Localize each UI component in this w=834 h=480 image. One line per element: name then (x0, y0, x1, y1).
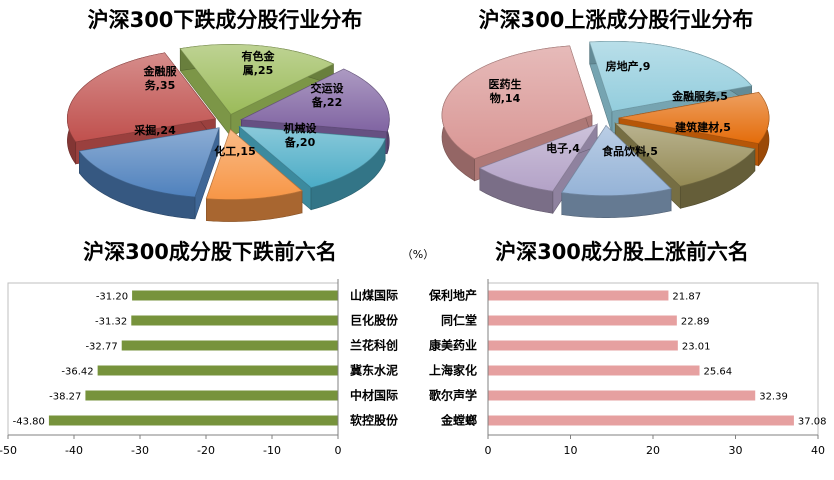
bar0-value-0: -31.20 (96, 292, 128, 303)
bar0-tick-4: -10 (263, 444, 281, 457)
bar1-tick-1: 10 (564, 444, 578, 457)
bar0-bar-0 (132, 290, 338, 301)
pie0-label-3: 化工,15 (214, 144, 256, 158)
pie0-label-2: 机械设备,20 (284, 121, 318, 149)
bar1-value-2: 23.01 (682, 342, 711, 353)
bar1-bar-4 (488, 390, 756, 401)
bar0-tick-2: -30 (131, 444, 149, 457)
bar1-bar-1 (488, 315, 677, 326)
bar1-tick-2: 20 (646, 444, 660, 457)
pie-left: 有色金属,25 交运设备,22 机械设备,20 化工,15 采掘,24 金融服务,35 (66, 44, 390, 222)
bar0-tick-0: -50 (0, 444, 17, 457)
bar0-category-0: 山煤国际 (350, 288, 398, 303)
pie1-label-5: 医药生物,14 (489, 77, 522, 105)
bar-right-title: 沪深300成分股上涨前六名 (495, 240, 749, 264)
bar0-category-4: 中材国际 (350, 388, 398, 403)
bar0-category-5: 软控股份 (350, 413, 399, 428)
pie0-slice-4 (78, 127, 220, 220)
bar0-category-3: 冀东水泥 (350, 363, 398, 378)
pie-left-title: 沪深300下跌成分股行业分布 (88, 8, 363, 32)
bar1-category-1: 同仁堂 (441, 313, 477, 328)
bar0-bar-2 (121, 340, 338, 351)
pie1-label-2: 建筑建材,5 (675, 120, 731, 134)
bar-left-title: 沪深300成分股下跌前六名 (83, 240, 337, 264)
pie1-slice-3 (561, 124, 672, 218)
pie1-label-1: 金融服务,5 (671, 89, 728, 103)
bar1-bar-3 (488, 365, 700, 376)
bar0-bar-1 (131, 315, 338, 326)
pie-right-title: 沪深300上涨成分股行业分布 (479, 8, 754, 32)
pie1-slice-2 (614, 122, 756, 210)
pie0-label-5: 金融服务,35 (143, 64, 178, 92)
bar1-bar-2 (488, 340, 678, 351)
pie1-label-0: 房地产,9 (606, 59, 651, 73)
bar1-value-3: 25.64 (704, 367, 733, 378)
bar0-bar-3 (97, 365, 339, 376)
bar0-value-4: -38.27 (49, 392, 81, 403)
bar0-category-2: 兰花科创 (350, 338, 398, 353)
bar1-category-5: 金螳螂 (440, 413, 477, 428)
bar0-value-1: -31.32 (95, 317, 127, 328)
bar1-category-0: 保利地产 (428, 288, 477, 303)
bar1-tick-0: 0 (485, 444, 492, 457)
bar1-tick-3: 30 (729, 444, 743, 457)
pie1-slice-1 (618, 91, 770, 167)
bar0-tick-3: -20 (197, 444, 215, 457)
bar1-category-4: 歌尔声学 (429, 388, 477, 403)
bar1-tick-4: 40 (811, 444, 825, 457)
pie1-label-3: 食品饮料,5 (602, 144, 658, 158)
bar1-value-5: 37.08 (798, 417, 827, 428)
unit-label: （%） (402, 248, 434, 261)
bar1-value-1: 22.89 (681, 317, 710, 328)
pie1-label-4: 电子,4 (546, 141, 580, 155)
plot-area-right (487, 282, 819, 436)
bar0-category-1: 巨化股份 (350, 313, 399, 328)
bar0-bar-5 (48, 415, 339, 426)
bar0-value-5: -43.80 (13, 417, 45, 428)
bar0-bar-4 (85, 390, 338, 401)
bar1-value-0: 21.87 (672, 292, 701, 303)
pie0-label-4: 采掘,24 (133, 123, 176, 137)
bar0-tick-5: 0 (335, 444, 342, 457)
bar1-category-2: 康美药业 (429, 338, 477, 353)
pie0-label-1: 交运设备,22 (311, 81, 345, 109)
pie0-slice-3 (205, 128, 303, 222)
bar1-value-4: 32.39 (759, 392, 788, 403)
bar-left: -31.20 山煤国际 -31.32 巨化股份 -32.77 兰花科创 -36.42 冀东水泥… (0, 279, 399, 457)
plot-area-left (7, 282, 339, 436)
bar-right: 21.87 保利地产 22.89 同仁堂 23.01 康美药业 25.64 上海家化 32.39… (428, 279, 827, 457)
bar1-category-3: 上海家化 (429, 363, 477, 378)
pie-right: 房地产,9 金融服务,5 建筑建材,5 食品饮料,5 电子,4 医药生物,14 (441, 40, 770, 218)
bar0-value-2: -32.77 (85, 342, 117, 353)
bar1-bar-5 (488, 415, 794, 426)
bar0-value-3: -36.42 (61, 367, 93, 378)
bar0-tick-1: -40 (65, 444, 83, 457)
bar1-bar-0 (488, 290, 669, 301)
pie0-label-0: 有色金属,25 (242, 49, 276, 77)
